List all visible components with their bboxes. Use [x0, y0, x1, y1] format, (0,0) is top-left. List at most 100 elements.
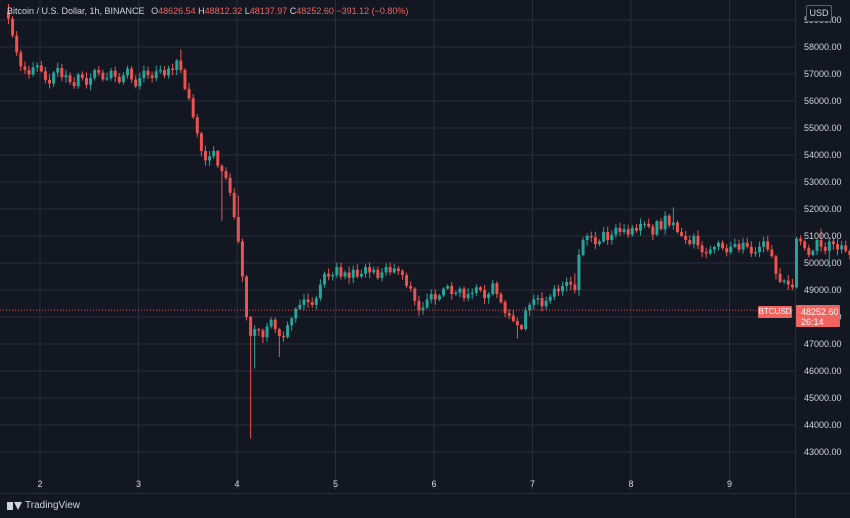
candle: [733, 238, 737, 249]
candle-body: [113, 70, 117, 77]
candle: [598, 239, 601, 247]
legend-header: Bitcoin / U.S. Dollar, 1h, BINANCE O4862…: [7, 6, 408, 16]
candle: [35, 62, 39, 72]
candle: [811, 249, 815, 257]
candle-body: [753, 252, 757, 254]
candle: [89, 73, 93, 91]
candle-body: [384, 267, 388, 273]
price-tick-label: 46000.00: [804, 366, 842, 376]
candle-body: [556, 288, 560, 292]
candle: [470, 288, 474, 299]
candle-body: [717, 242, 720, 247]
candle-body: [433, 294, 437, 300]
candle: [84, 72, 88, 89]
currency-button[interactable]: USD: [806, 5, 832, 22]
candle: [347, 266, 351, 284]
candle: [23, 61, 27, 74]
candle: [721, 240, 725, 251]
candle-body: [659, 221, 663, 230]
candle-body: [191, 98, 195, 118]
candle: [758, 241, 762, 258]
candle: [618, 222, 622, 236]
high-label: H: [198, 6, 205, 16]
last-price-value: 48252.60: [801, 307, 839, 317]
candle: [622, 223, 626, 235]
candle-body: [446, 285, 450, 289]
candle-body: [359, 273, 363, 277]
candle: [483, 284, 487, 304]
candle-body: [97, 69, 101, 73]
candle-body: [273, 319, 277, 330]
candle: [454, 290, 458, 296]
candle-body: [647, 223, 651, 227]
candle-body: [721, 242, 725, 249]
candle: [753, 247, 757, 257]
candle: [745, 237, 749, 249]
candle: [327, 268, 331, 281]
candle: [836, 239, 839, 256]
candle: [220, 164, 224, 221]
candle: [7, 4, 10, 25]
candle: [766, 236, 770, 252]
candle: [688, 235, 692, 246]
candle: [520, 323, 523, 331]
candle-body: [286, 325, 290, 338]
candle: [261, 328, 265, 344]
candle: [48, 74, 51, 89]
price-tick-label: 51000.00: [804, 231, 842, 241]
candle-body: [758, 246, 762, 253]
candle-body: [799, 238, 803, 242]
candle: [224, 167, 228, 181]
candle: [130, 65, 134, 84]
candle-body: [208, 156, 212, 161]
candle: [286, 321, 290, 339]
candle-body: [294, 308, 298, 319]
candle: [717, 240, 720, 251]
candle: [162, 66, 166, 79]
bar-countdown: 26:14: [801, 317, 824, 327]
candle: [511, 309, 515, 323]
candle-body: [228, 177, 232, 193]
price-tick-label: 44000.00: [804, 420, 842, 430]
candle-body: [483, 290, 487, 299]
candle-body: [335, 267, 339, 276]
candle: [355, 264, 359, 279]
candle: [376, 266, 380, 280]
candle-body: [257, 329, 261, 331]
candle: [573, 273, 577, 294]
candle-body: [121, 75, 125, 83]
price-tick-label: 47000.00: [804, 339, 842, 349]
time-tick-label: 9: [727, 479, 732, 489]
candle: [421, 302, 425, 315]
price-tick-label: 53000.00: [804, 177, 842, 187]
tradingview-logo[interactable]: TradingView: [7, 500, 80, 511]
time-axis: 2 3 4 5 6 7 8 9: [37, 479, 732, 489]
candle: [240, 238, 244, 282]
candle-body: [392, 268, 396, 273]
candle: [696, 230, 700, 250]
price-axis: 59000.0058000.0057000.0056000.0055000.00…: [804, 15, 842, 457]
candle: [528, 302, 532, 316]
candle-body: [355, 269, 359, 277]
candle: [433, 289, 437, 305]
candle-body: [606, 231, 610, 241]
candle: [462, 286, 466, 302]
candle: [43, 66, 47, 84]
candle-body: [199, 133, 203, 151]
candle: [602, 226, 606, 243]
candle-body: [507, 312, 511, 316]
candle-body: [27, 69, 31, 75]
candle-body: [466, 294, 470, 299]
candle-body: [101, 72, 105, 80]
candle: [589, 231, 593, 243]
candle-body: [667, 215, 671, 226]
candle-body: [11, 18, 15, 36]
candle: [737, 239, 741, 253]
candle: [569, 276, 573, 291]
candle: [409, 281, 413, 292]
candle: [60, 63, 64, 82]
price-tick-label: 57000.00: [804, 69, 842, 79]
candle: [138, 72, 142, 90]
candle: [844, 240, 848, 253]
